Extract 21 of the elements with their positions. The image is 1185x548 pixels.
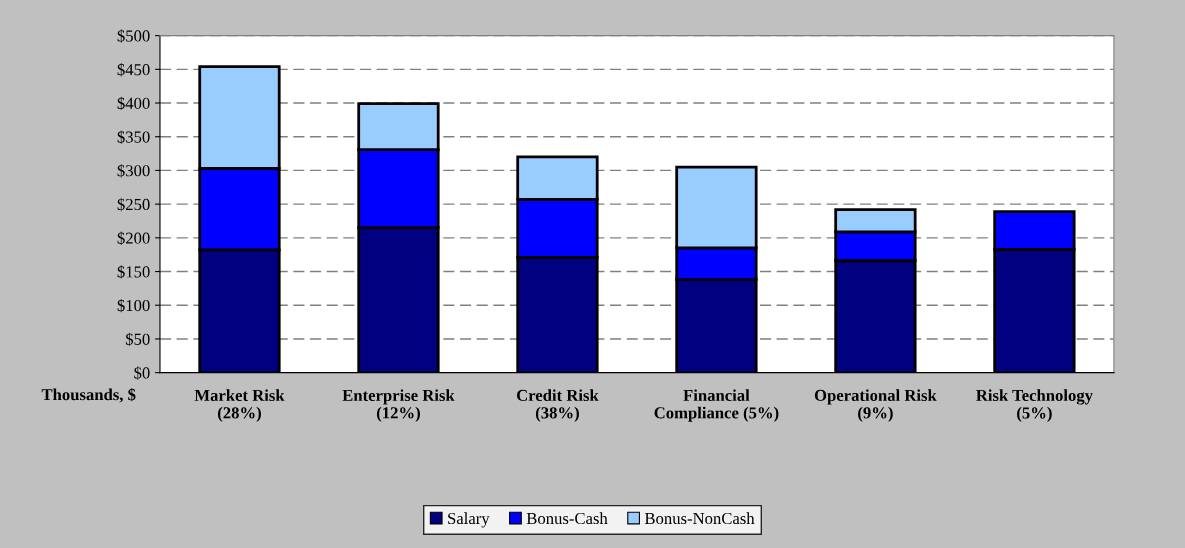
legend-label: Bonus-NonCash	[644, 512, 755, 525]
legend-label: Salary	[448, 512, 490, 528]
y-tick-label: $150	[117, 265, 150, 279]
x-tick-label: Financial Compliance (5%)	[654, 389, 779, 422]
y-tick-label: $100	[117, 298, 150, 313]
y-tick-label: $200	[117, 231, 150, 245]
text: Thousands, $	[41, 387, 136, 403]
x-tick-label: Enterprise Risk (12%)	[342, 389, 455, 422]
y-tick-label: $250	[117, 197, 150, 212]
y-tick-label: $450	[117, 63, 150, 77]
legend-label: Bonus-Cash	[526, 512, 608, 525]
x-tick-label: Operational Risk (9%)	[814, 389, 937, 422]
y-tick-label: $500	[117, 29, 150, 43]
x-tick-label: Risk Technology (5%)	[976, 389, 1093, 422]
x-tick-label: Market Risk (28%)	[194, 389, 285, 422]
y-tick-label: $300	[117, 164, 150, 178]
y-tick-label: $50	[125, 332, 150, 346]
x-tick-label: Credit Risk (38%)	[516, 389, 599, 422]
y-tick-label: $0	[134, 366, 150, 380]
y-tick-label: $400	[117, 96, 150, 111]
y-tick-label: $350	[117, 130, 150, 144]
